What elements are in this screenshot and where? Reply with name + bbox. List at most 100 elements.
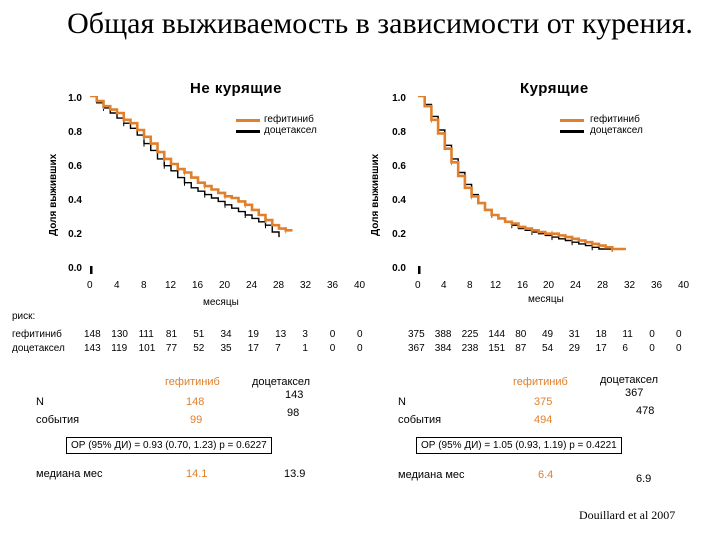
- panel-title-nonsmokers: Не курящие: [190, 80, 282, 97]
- smokers-risk-docetaxel-5: 54: [542, 343, 554, 354]
- stats-col-gefitinib-left: гефитиниб: [165, 376, 220, 388]
- stats-events-docetaxel-left: 98: [287, 407, 300, 419]
- xtick-right-36: 36: [651, 280, 663, 291]
- stats-n-label-left: N: [36, 396, 44, 408]
- stats-n-gefitinib-right: 375: [534, 396, 553, 408]
- nonsmokers-risk-docetaxel-1: 119: [111, 343, 128, 354]
- nonsmokers-risk-docetaxel-6: 17: [247, 343, 259, 354]
- smokers-risk-docetaxel-7: 17: [595, 343, 607, 354]
- survival-plot-smokers: [418, 96, 626, 274]
- xtick-left-0: 0: [87, 280, 93, 291]
- smokers-risk-docetaxel-1: 384: [434, 343, 452, 354]
- nonsmokers-risk-docetaxel-8: 1: [302, 343, 308, 354]
- xtick-right-40: 40: [678, 280, 690, 291]
- xtick-left-40: 40: [354, 280, 366, 291]
- nonsmokers-risk-gefitinib-8: 3: [302, 329, 308, 340]
- xtick-right-0: 0: [415, 280, 421, 291]
- nonsmokers-risk-gefitinib-2: 111: [138, 329, 154, 340]
- stats-col-docetaxel-left: доцетаксел: [252, 376, 311, 388]
- smokers-risk-docetaxel-8: 6: [622, 343, 628, 354]
- stats-n-docetaxel-right: 367: [625, 387, 644, 399]
- ytick-right-1.0: 1.0: [392, 93, 406, 104]
- stats-events-label-right: события: [398, 414, 442, 426]
- stats-median-label-left: медиана мес: [36, 468, 103, 480]
- smokers-risk-docetaxel-3: 151: [488, 343, 506, 354]
- nonsmokers-risk-docetaxel-5: 35: [220, 343, 232, 354]
- xtick-left-4: 4: [114, 280, 120, 291]
- nonsmokers-risk-docetaxel-4: 52: [193, 343, 205, 354]
- smokers-risk-docetaxel-0: 367: [408, 343, 425, 354]
- legend-swatch-gefitinib-right: [560, 119, 584, 122]
- hazard-ratio-box-left: ОР (95% ДИ) = 0.93 (0.70, 1.23) p = 0.62…: [66, 437, 272, 454]
- stats-events-label-left: события: [36, 414, 80, 426]
- stats-median-docetaxel-left: 13.9: [284, 468, 306, 480]
- smokers-risk-docetaxel-6: 29: [568, 343, 580, 354]
- xtick-left-16: 16: [192, 280, 204, 291]
- nonsmokers-risk-gefitinib-7: 13: [275, 329, 287, 340]
- ytick-left-1.0: 1.0: [68, 93, 82, 104]
- hazard-ratio-box-right: ОР (95% ДИ) = 1.05 (0.93, 1.19) p = 0.42…: [416, 437, 622, 454]
- xtick-left-32: 32: [300, 280, 312, 291]
- smokers-risk-gefitinib-2: 225: [461, 329, 479, 340]
- ytick-left-0.6: 0.6: [68, 161, 82, 172]
- nonsmokers-risk-docetaxel-7: 7: [275, 343, 281, 354]
- nonsmokers-risk-docetaxel-2: 101: [138, 343, 156, 354]
- nonsmokers-risk-gefitinib-10: 0: [357, 329, 363, 340]
- stats-col-gefitinib-right: гефитиниб: [513, 376, 568, 388]
- xtick-right-8: 8: [467, 280, 473, 291]
- stats-n-gefitinib-left: 148: [186, 396, 205, 408]
- smokers-risk-gefitinib-1: 388: [434, 329, 452, 340]
- ytick-right-0.8: 0.8: [392, 127, 406, 138]
- smokers-risk-gefitinib-10: 0: [676, 329, 682, 340]
- legend-swatch-docetaxel-left: [236, 130, 260, 133]
- xtick-left-20: 20: [219, 280, 231, 291]
- xtick-left-24: 24: [246, 280, 258, 291]
- risk-row-docetaxel-left-label: доцетаксел: [12, 343, 65, 354]
- smokers-risk-gefitinib-8: 11: [622, 329, 633, 340]
- nonsmokers-risk-gefitinib-0: 148: [84, 329, 101, 340]
- legend-label-gefitinib-right: гефитиниб: [590, 114, 640, 125]
- risk-row-gefitinib-left-label: гефитиниб: [12, 329, 62, 340]
- stats-n-docetaxel-left: 143: [285, 389, 304, 401]
- page-title: Общая выживаемость в зависимости от куре…: [67, 7, 693, 40]
- stats-median-gefitinib-left: 14.1: [186, 468, 208, 480]
- nonsmokers-risk-docetaxel-3: 77: [165, 343, 178, 354]
- ytick-left-0.4: 0.4: [68, 195, 82, 206]
- xtick-left-36: 36: [327, 280, 339, 291]
- smokers-risk-gefitinib-0: 375: [408, 329, 425, 340]
- nonsmokers-risk-gefitinib-4: 51: [193, 329, 205, 340]
- stats-median-label-right: медиана мес: [398, 469, 465, 481]
- smokers-risk-docetaxel-2: 238: [461, 343, 479, 354]
- xtick-right-4: 4: [441, 280, 447, 291]
- smokers-risk-gefitinib-5: 49: [542, 329, 554, 340]
- legend-label-docetaxel-right: доцетаксел: [590, 125, 643, 136]
- stats-n-label-right: N: [398, 396, 406, 408]
- xtick-left-8: 8: [141, 280, 147, 291]
- xtick-right-24: 24: [570, 280, 582, 291]
- ytick-left-0.8: 0.8: [68, 127, 82, 138]
- smokers-risk-gefitinib-7: 18: [595, 329, 607, 340]
- survival-plot-nonsmokers: [90, 96, 293, 274]
- legend-swatch-docetaxel-right: [560, 130, 584, 133]
- legend-swatch-gefitinib-left: [236, 119, 260, 122]
- smokers-risk-docetaxel-9: 0: [649, 343, 655, 354]
- stats-events-gefitinib-right: 494: [534, 414, 553, 426]
- stats-events-docetaxel-right: 478: [636, 405, 655, 417]
- legend-label-docetaxel-left: доцетаксел: [264, 125, 317, 136]
- smokers-risk-gefitinib-6: 31: [568, 329, 580, 340]
- ytick-left-0.2: 0.2: [68, 229, 82, 240]
- smokers-risk-docetaxel-10: 0: [676, 343, 682, 354]
- xtick-right-32: 32: [624, 280, 636, 291]
- nonsmokers-risk-gefitinib-1: 130: [111, 329, 128, 340]
- smokers-risk-gefitinib-4: 80: [515, 329, 527, 340]
- stats-events-gefitinib-left: 99: [190, 414, 203, 426]
- nonsmokers-risk-gefitinib-5: 34: [220, 329, 232, 340]
- ytick-right-0.2: 0.2: [392, 229, 406, 240]
- xtick-right-12: 12: [490, 280, 502, 291]
- smokers-risk-docetaxel-4: 87: [515, 343, 527, 354]
- legend-label-gefitinib-left: гефитиниб: [264, 114, 314, 125]
- smokers-risk-gefitinib-3: 144: [488, 329, 506, 340]
- nonsmokers-risk-docetaxel-9: 0: [329, 343, 336, 354]
- ytick-right-0.0: 0.0: [392, 263, 406, 274]
- xtick-left-28: 28: [273, 280, 285, 291]
